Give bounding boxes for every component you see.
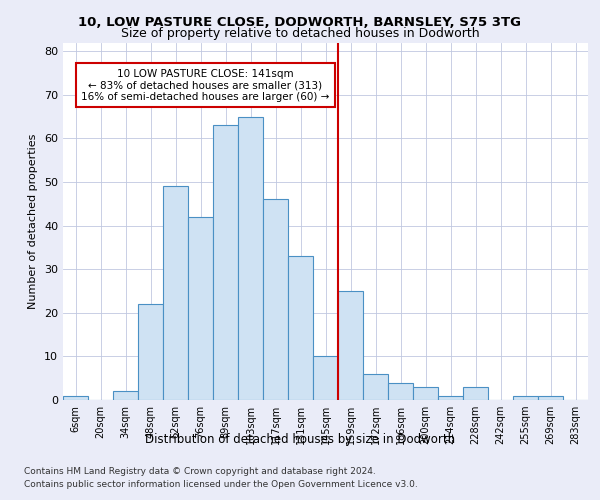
Y-axis label: Number of detached properties: Number of detached properties — [28, 134, 38, 309]
Bar — [213, 126, 238, 400]
Text: 10 LOW PASTURE CLOSE: 141sqm
← 83% of detached houses are smaller (313)
16% of s: 10 LOW PASTURE CLOSE: 141sqm ← 83% of de… — [82, 68, 329, 102]
Bar — [113, 392, 138, 400]
Text: Contains HM Land Registry data © Crown copyright and database right 2024.: Contains HM Land Registry data © Crown c… — [24, 468, 376, 476]
Bar — [138, 304, 163, 400]
Bar — [388, 382, 413, 400]
Bar — [513, 396, 538, 400]
Bar — [338, 291, 363, 400]
Bar — [538, 396, 563, 400]
Text: Size of property relative to detached houses in Dodworth: Size of property relative to detached ho… — [121, 27, 479, 40]
Bar — [288, 256, 313, 400]
Bar — [263, 200, 288, 400]
Bar — [63, 396, 88, 400]
Text: 10, LOW PASTURE CLOSE, DODWORTH, BARNSLEY, S75 3TG: 10, LOW PASTURE CLOSE, DODWORTH, BARNSLE… — [79, 16, 521, 29]
Bar — [313, 356, 338, 400]
Bar — [438, 396, 463, 400]
Text: Distribution of detached houses by size in Dodworth: Distribution of detached houses by size … — [145, 432, 455, 446]
Bar — [238, 116, 263, 400]
Bar — [163, 186, 188, 400]
Text: Contains public sector information licensed under the Open Government Licence v3: Contains public sector information licen… — [24, 480, 418, 489]
Bar — [188, 217, 213, 400]
Bar — [413, 387, 438, 400]
Bar — [463, 387, 488, 400]
Bar — [363, 374, 388, 400]
